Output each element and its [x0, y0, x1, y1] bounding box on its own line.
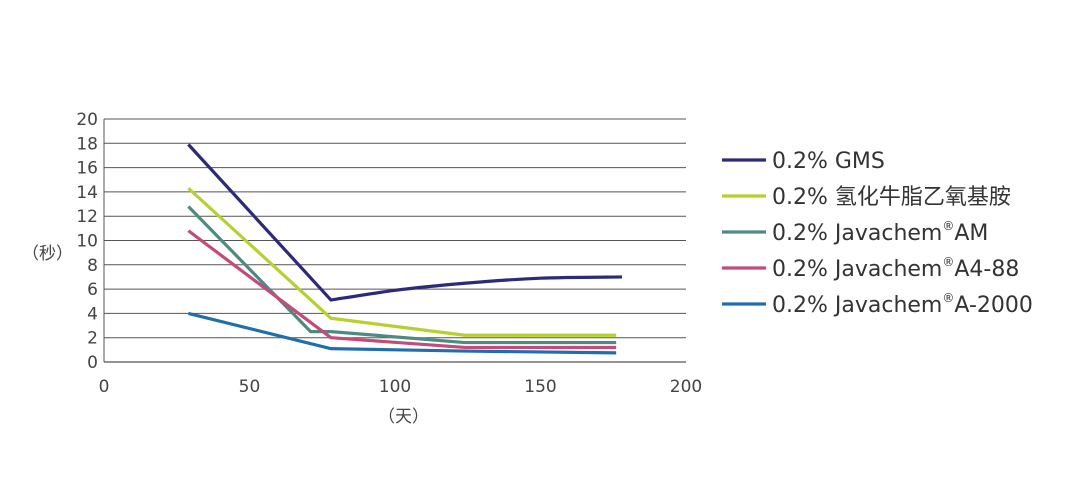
legend-label: 0.2% GMS — [772, 149, 885, 174]
y-tick-label: 2 — [87, 329, 98, 349]
x-axis-label: （天） — [378, 407, 429, 427]
series-line-5 — [188, 311, 617, 355]
x-tick-label: 50 — [239, 377, 261, 397]
y-tick-label: 6 — [87, 280, 98, 300]
y-tick-label: 20 — [76, 110, 98, 130]
legend-label: 0.2% Javachem®A-2000 — [772, 291, 1033, 318]
legend-label: 0.2% Javachem®AM — [772, 219, 988, 246]
y-tick-label: 4 — [87, 304, 98, 324]
y-tick-label: 10 — [76, 232, 98, 252]
x-tick-label: 200 — [670, 377, 702, 397]
y-tick-label: 18 — [76, 134, 98, 154]
legend-label: 0.2% 氢化牛脂乙氧基胺 — [772, 185, 1011, 210]
series-line-1 — [187, 143, 623, 302]
y-tick-label: 0 — [87, 353, 98, 373]
legend-entry: 0.2% 氢化牛脂乙氧基胺 — [722, 185, 1011, 210]
y-axis-label: （秒） — [22, 244, 73, 264]
legend-entry: 0.2% Javachem®A4-88 — [722, 255, 1019, 282]
legend-entry: 0.2% Javachem®A-2000 — [722, 291, 1033, 318]
x-tick-label: 150 — [524, 377, 556, 397]
y-tick-labels: 0 2 4 6 8 10 12 14 16 18 20 — [76, 110, 98, 373]
axes — [103, 119, 686, 363]
series-line-2 — [187, 187, 617, 337]
y-tick-label: 12 — [76, 207, 98, 227]
legend-entry: 0.2% Javachem®AM — [722, 219, 988, 246]
x-tick-label: 0 — [99, 377, 110, 397]
y-tick-label: 8 — [87, 256, 98, 276]
x-tick-label: 100 — [379, 377, 411, 397]
series-lines — [187, 143, 623, 355]
series-line-3 — [187, 205, 617, 345]
y-tick-label: 14 — [76, 183, 98, 203]
x-tick-labels: 0 50 100 150 200 — [99, 377, 703, 397]
series-line-4 — [187, 229, 617, 350]
y-tick-label: 16 — [76, 159, 98, 179]
legend: 0.2% GMS 0.2% 氢化牛脂乙氧基胺 0.2% Javachem®AM 0.2… — [722, 149, 1033, 318]
legend-entry: 0.2% GMS — [722, 149, 885, 174]
legend-label: 0.2% Javachem®A4-88 — [772, 255, 1019, 282]
